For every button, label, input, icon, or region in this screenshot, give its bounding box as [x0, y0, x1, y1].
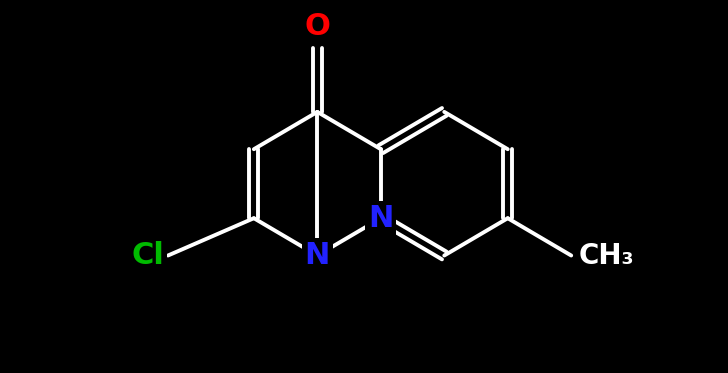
Text: Cl: Cl: [131, 241, 165, 270]
Text: N: N: [304, 241, 330, 270]
Text: O: O: [304, 12, 331, 41]
Text: N: N: [368, 204, 394, 233]
Text: CH₃: CH₃: [579, 241, 634, 270]
